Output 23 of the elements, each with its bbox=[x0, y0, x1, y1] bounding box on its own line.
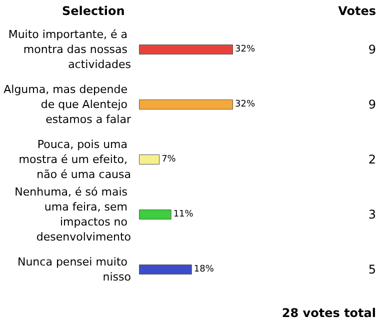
text: 9 bbox=[368, 42, 376, 56]
text: Votes bbox=[338, 4, 376, 18]
bar bbox=[139, 44, 233, 54]
bar bbox=[139, 210, 172, 220]
data-label: 18% bbox=[194, 264, 214, 274]
y-tick-label: Muito importante, é a montra das nossas actividades bbox=[8, 28, 132, 71]
data-label: 32% bbox=[235, 100, 256, 110]
bar bbox=[139, 154, 160, 164]
y-tick-label: Nunca pensei muito nisso bbox=[17, 256, 132, 284]
text: 3 bbox=[368, 208, 376, 222]
text: 9 bbox=[368, 98, 376, 112]
y-tick-label: Alguma, mas depende de que Alentejo estamos a falar bbox=[4, 83, 132, 126]
text: 28 votes total bbox=[282, 306, 376, 320]
data-label: 11% bbox=[173, 210, 194, 220]
data-label: 32% bbox=[235, 44, 256, 54]
bar bbox=[139, 100, 233, 110]
y-tick-label: Nenhuma, é só mais uma feira, sem impactos no desenvolvimento bbox=[14, 186, 132, 244]
data-label: 7% bbox=[162, 154, 176, 164]
y-tick-label: Pouca, pois uma mostra é um efeito, não é uma causa bbox=[18, 138, 131, 181]
text: 5 bbox=[368, 262, 376, 276]
text: Selection bbox=[62, 4, 125, 18]
text: 2 bbox=[368, 152, 376, 166]
bar bbox=[139, 264, 192, 274]
